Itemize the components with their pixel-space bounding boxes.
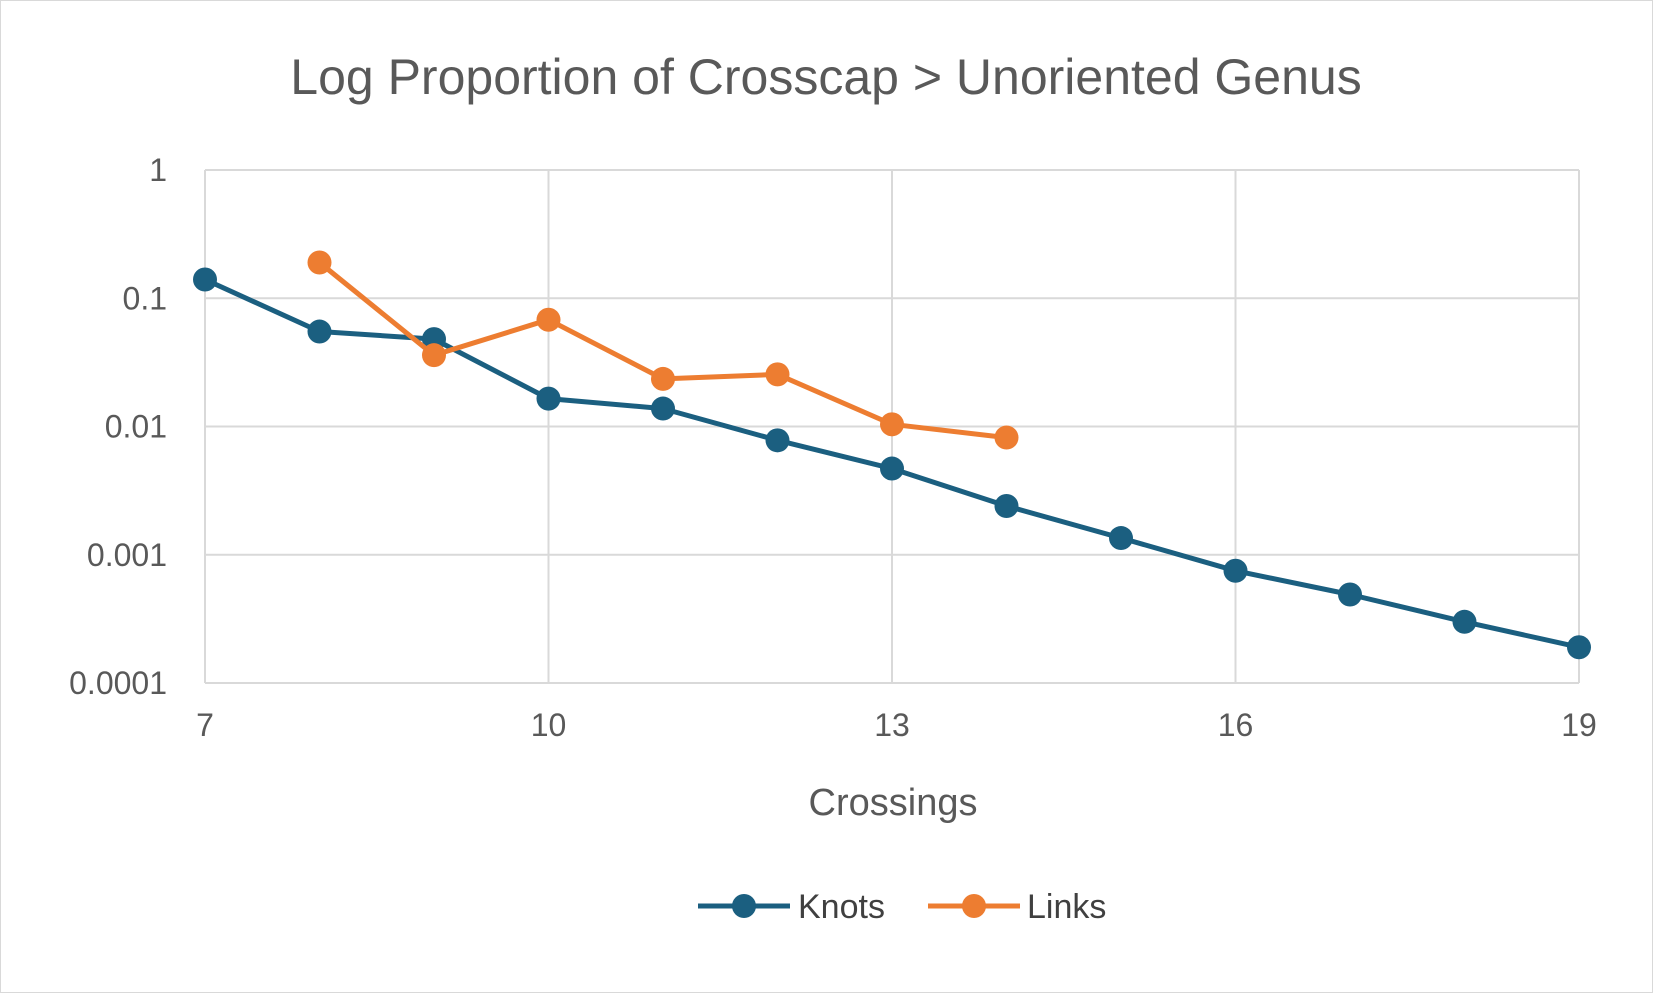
- x-tick-label: 19: [1561, 707, 1597, 743]
- data-point-knots: [1109, 526, 1133, 551]
- x-tick-labels: 7 10 13 16 19: [196, 707, 1597, 743]
- gridlines: [204, 169, 1580, 684]
- y-tick-label: 0.001: [87, 537, 167, 573]
- data-point-links: [880, 412, 904, 437]
- x-axis-title: Crossings: [809, 782, 978, 824]
- data-point-links: [307, 250, 332, 275]
- y-tick-label: 0.1: [123, 280, 167, 316]
- series-knots: [193, 267, 1591, 660]
- legend-label-knots: Knots: [798, 888, 885, 926]
- legend: Knots Links: [698, 888, 1106, 926]
- legend-label-links: Links: [1027, 888, 1106, 926]
- data-point-knots: [1567, 635, 1591, 660]
- data-point-knots: [651, 396, 675, 421]
- chart-title: Log Proportion of Crosscap > Unoriented …: [290, 49, 1361, 105]
- data-point-links: [765, 362, 790, 387]
- series-links: [307, 250, 1019, 450]
- data-point-links: [994, 425, 1019, 450]
- data-point-knots: [765, 428, 790, 453]
- legend-item-links: Links: [928, 888, 1106, 926]
- y-tick-label: 0.0001: [69, 665, 167, 701]
- data-point-knots: [880, 456, 904, 481]
- series-group: [193, 250, 1591, 660]
- legend-marker-knots: [732, 894, 756, 918]
- data-point-links: [536, 307, 561, 332]
- y-tick-label: 1: [149, 152, 167, 188]
- x-tick-label: 16: [1218, 707, 1254, 743]
- data-point-knots: [307, 319, 332, 344]
- legend-marker-links: [962, 894, 986, 918]
- data-point-knots: [994, 493, 1019, 518]
- x-tick-label: 10: [531, 707, 567, 743]
- data-point-links: [422, 343, 446, 368]
- data-point-knots: [1338, 582, 1362, 607]
- data-point-knots: [1452, 609, 1477, 634]
- x-tick-label: 7: [196, 707, 214, 743]
- data-point-links: [651, 366, 675, 391]
- data-point-knots: [536, 386, 561, 411]
- y-tick-label: 0.01: [105, 409, 167, 445]
- data-point-knots: [193, 267, 217, 292]
- data-point-knots: [1223, 558, 1248, 583]
- legend-item-knots: Knots: [698, 888, 885, 926]
- y-tick-labels: 1 0.1 0.01 0.001 0.0001: [69, 152, 167, 701]
- x-tick-label: 13: [874, 707, 910, 743]
